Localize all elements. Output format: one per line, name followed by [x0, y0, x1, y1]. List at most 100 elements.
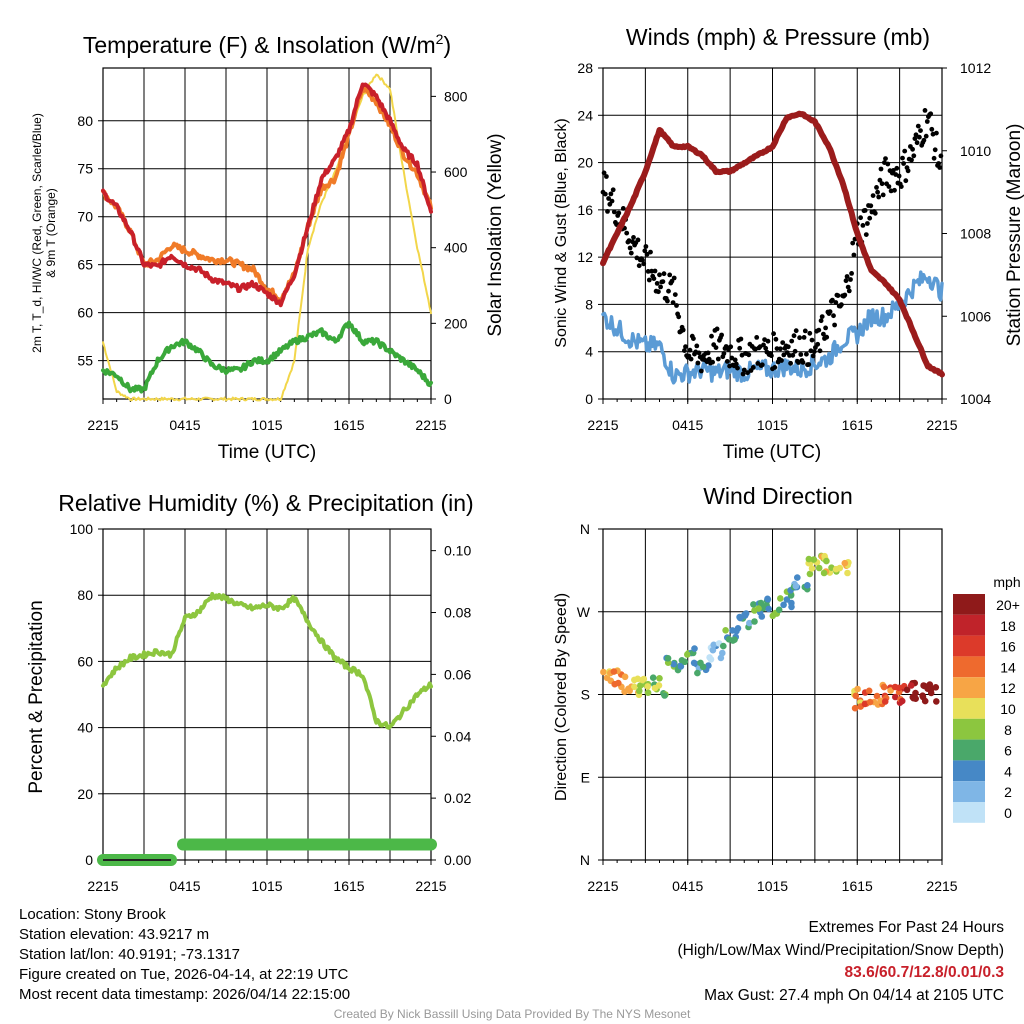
- wdir-point: [921, 697, 929, 705]
- wdir-point: [932, 684, 940, 691]
- gust-point: [620, 206, 626, 211]
- gust-point: [656, 289, 661, 295]
- gust-point: [910, 146, 915, 152]
- wind-ylabel: Sonic Wind & Gust (Blue, Black): [553, 118, 570, 347]
- gust-point: [657, 272, 662, 278]
- temp-xtick-label: 1015: [251, 417, 282, 433]
- wdir-point: [757, 599, 765, 607]
- gust-point: [772, 365, 778, 370]
- wdir-point: [684, 651, 691, 658]
- wind-xtick-label: 2215: [587, 417, 618, 433]
- rh-ytick-label: 20: [77, 786, 93, 802]
- wdir-ytick-label: N: [580, 521, 590, 537]
- wind-xtick-label: 2215: [926, 417, 957, 433]
- gust-point: [842, 292, 848, 298]
- wind-ytick-label: 20: [577, 155, 593, 171]
- gust-point: [911, 153, 917, 159]
- gust-point: [806, 362, 812, 367]
- wdir-point: [780, 601, 787, 609]
- gust-point: [635, 237, 641, 243]
- extremes-title: Extremes For Past 24 Hours: [808, 919, 1004, 936]
- wdir-point: [765, 605, 772, 613]
- gust-point: [670, 300, 676, 305]
- rh-y2tick-label: 0.10: [444, 543, 471, 559]
- gust-point: [761, 342, 766, 348]
- gust-point: [922, 108, 928, 113]
- gust-point: [676, 314, 682, 320]
- wdir-point: [626, 687, 633, 695]
- gust-point: [823, 325, 828, 331]
- wdir-point: [755, 605, 762, 612]
- gust-point: [604, 174, 609, 179]
- gust-point: [616, 210, 622, 216]
- temp-y2tick-label: 200: [444, 315, 468, 331]
- gust-point: [671, 275, 677, 281]
- speed-legend-swatch: [953, 760, 985, 782]
- speed-legend-label: 12: [1000, 680, 1016, 696]
- wdir-point: [664, 655, 672, 662]
- speed-legend-label: 10: [1000, 701, 1016, 717]
- gust-point: [924, 119, 930, 124]
- wdir-point: [844, 569, 851, 577]
- gust-point: [917, 134, 922, 140]
- gust-point: [740, 371, 746, 377]
- wdir-point: [881, 698, 889, 705]
- wind-y2label: Station Pressure (Maroon): [1004, 124, 1024, 347]
- gust-point: [865, 221, 870, 226]
- gust-point: [738, 336, 744, 342]
- wdir-point: [898, 697, 906, 705]
- temp-2m-line: [101, 82, 433, 308]
- gust-point: [831, 313, 836, 319]
- gust-point: [896, 173, 902, 179]
- gust-point: [815, 341, 821, 347]
- wdir-point: [631, 683, 638, 691]
- gust-point: [688, 356, 694, 362]
- gust-point: [870, 193, 876, 199]
- gust-point: [781, 352, 787, 358]
- temp-9m-line: [101, 83, 433, 302]
- gust-point: [774, 346, 780, 351]
- gust-point: [755, 361, 761, 366]
- credit-line: Created By Nick Bassill Using Data Provi…: [333, 1007, 691, 1021]
- gust-point: [682, 348, 687, 353]
- gust-point: [698, 368, 704, 374]
- gust-point: [912, 136, 918, 142]
- temp-y2tick-label: 800: [444, 88, 468, 104]
- gust-point: [913, 132, 919, 138]
- gust-point: [654, 281, 660, 286]
- temp-ytick-label: 75: [77, 161, 93, 177]
- speed-legend-label: 2: [1004, 784, 1012, 800]
- wdir-point: [710, 641, 717, 649]
- gust-point: [780, 340, 786, 345]
- wdir-point: [783, 596, 791, 603]
- wdir-point: [873, 692, 881, 700]
- gust-point: [902, 148, 908, 154]
- speed-legend-swatch: [953, 656, 985, 678]
- wdir-point: [731, 636, 738, 643]
- gust-point: [790, 352, 796, 358]
- wdir-point: [600, 668, 607, 676]
- temp-ytick-label: 60: [77, 305, 93, 321]
- station-info: Location: Stony Brook Station elevation:…: [19, 905, 350, 1005]
- gust-point: [929, 126, 935, 132]
- gust-point: [892, 187, 897, 193]
- gust-point: [903, 178, 909, 184]
- gust-point: [648, 249, 653, 255]
- gust-point: [901, 161, 906, 166]
- gust-point: [797, 335, 802, 341]
- gust-point: [696, 350, 702, 356]
- wdir-point: [649, 674, 657, 681]
- gust-point: [694, 343, 700, 349]
- wdir-point: [820, 569, 828, 577]
- gust-point: [645, 269, 651, 274]
- rh-xtick-label: 2215: [415, 878, 446, 894]
- wdir-xtick-label: 2215: [587, 878, 618, 894]
- wdir-point: [794, 574, 801, 581]
- wdir-point: [910, 694, 917, 702]
- wdir-point: [852, 692, 860, 700]
- gust-point: [938, 153, 944, 159]
- gust-point: [667, 272, 673, 278]
- extremes-values: 83.6/60.7/12.8/0.01/0.3: [844, 964, 1004, 981]
- temp-ytick-label: 70: [77, 209, 93, 225]
- gust-point: [918, 128, 923, 134]
